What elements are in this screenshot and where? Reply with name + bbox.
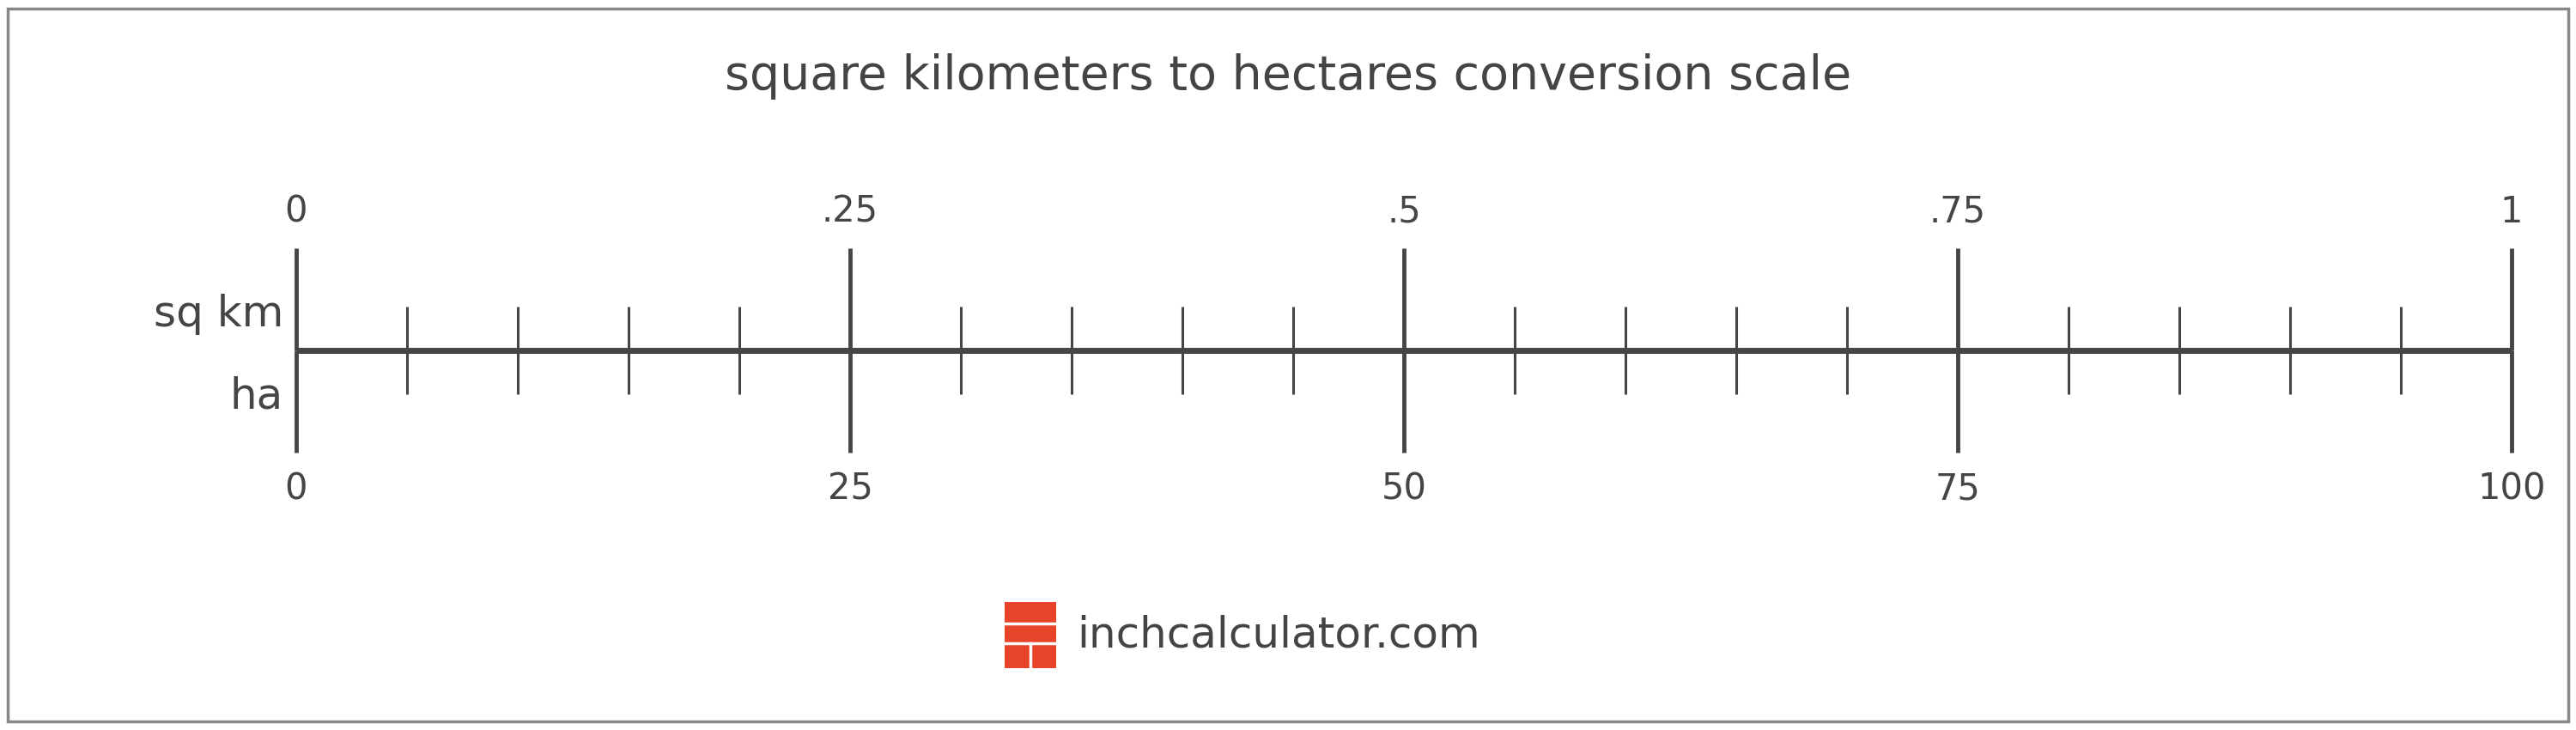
Text: 0: 0 <box>286 194 307 230</box>
Text: 100: 100 <box>2478 471 2545 507</box>
Text: .5: .5 <box>1386 194 1422 230</box>
Text: 1: 1 <box>2501 194 2522 230</box>
Text: sq km: sq km <box>155 294 283 335</box>
Text: 0: 0 <box>286 471 307 507</box>
Text: .25: .25 <box>822 194 878 230</box>
Text: 75: 75 <box>1935 471 1981 507</box>
Text: 25: 25 <box>827 471 873 507</box>
Text: inchcalculator.com: inchcalculator.com <box>1077 615 1481 656</box>
Text: .75: .75 <box>1929 194 1986 230</box>
Text: 50: 50 <box>1381 471 1427 507</box>
Text: square kilometers to hectares conversion scale: square kilometers to hectares conversion… <box>724 53 1852 100</box>
Bar <box>1005 602 1056 668</box>
Text: ha: ha <box>229 376 283 417</box>
